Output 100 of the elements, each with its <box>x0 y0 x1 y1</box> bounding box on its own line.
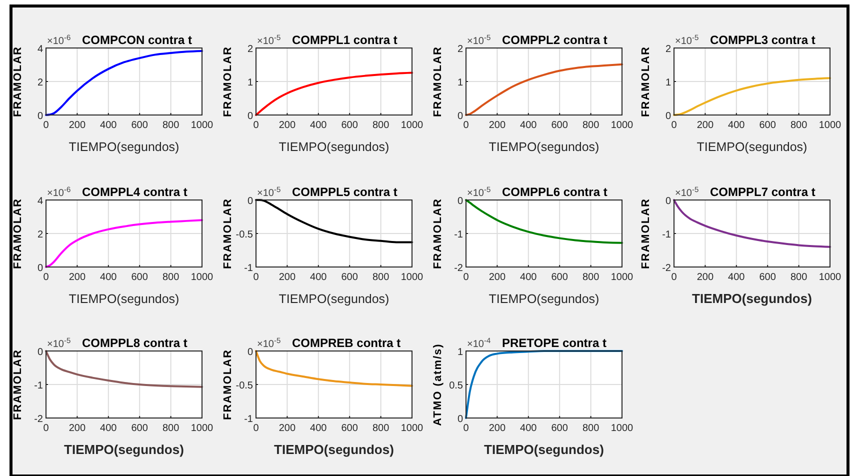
line-series <box>465 350 623 419</box>
y-tick-label: 0 <box>37 111 44 122</box>
y-axis-title: FRAMOLAR <box>222 198 234 269</box>
x-tick-label: 600 <box>131 120 148 131</box>
x-tick-label: 600 <box>551 120 568 131</box>
x-axis-title: TIEMPO(segundos) <box>68 292 180 306</box>
y-axis-title: FRAMOLAR <box>432 198 444 269</box>
text: ×10$^{-5}$ <box>257 184 281 199</box>
y-tick-label: -1 <box>34 380 44 392</box>
x-tick-label: 1000 <box>610 272 634 283</box>
x-tick-label: 800 <box>790 120 808 131</box>
x-tick-label: 200 <box>488 272 506 283</box>
y-tick-label: -1 <box>662 230 672 240</box>
x-axis-title: TIEMPO(segundos) <box>488 292 600 306</box>
text: ×10$^{-5}$ <box>257 336 281 350</box>
chart-title: COMPPL5 contra t <box>292 185 398 199</box>
x-tick-label: 400 <box>100 272 118 283</box>
y-tick-label: 0 <box>457 111 464 122</box>
y-tick-label: 0 <box>247 111 254 122</box>
x-tick-label: 600 <box>131 272 148 283</box>
line-series <box>255 350 413 387</box>
x-tick-label: 200 <box>488 120 506 131</box>
x-tick-label: 400 <box>520 120 538 131</box>
y-axis-title: FRAMOLAR <box>640 46 652 117</box>
x-tick-label: 600 <box>759 272 776 283</box>
x-tick-label: 600 <box>551 423 568 434</box>
y-axis-title: ATMO (atm/s) <box>432 343 444 426</box>
x-axis-title: TIEMPO(segundos) <box>696 140 808 154</box>
y-tick-label: -1 <box>454 230 464 240</box>
x-axis-title: TIEMPO(segundos) <box>488 140 600 154</box>
text: ×10$^{-6}$ <box>47 32 71 47</box>
y-tick-label: 0 <box>457 196 464 207</box>
x-tick-label: 600 <box>759 120 776 131</box>
line-series <box>45 50 203 116</box>
y-tick-label: 0 <box>665 111 672 122</box>
x-axis-title: TIEMPO(segundos) <box>278 140 390 154</box>
x-tick-label: 200 <box>278 272 296 283</box>
y-tick-label: -2 <box>662 263 672 274</box>
y-tick-label: -1 <box>244 414 254 425</box>
y-axis-title: FRAMOLAR <box>12 46 24 117</box>
chart-title: COMPPL2 contra t <box>502 33 608 47</box>
x-tick-label: 800 <box>162 423 180 434</box>
y-tick-label: 1 <box>457 347 464 358</box>
line-series <box>45 219 203 268</box>
y-tick-label: -1 <box>244 263 254 274</box>
x-tick-label: 1000 <box>400 272 424 283</box>
text: ×10$^{-5}$ <box>47 336 71 350</box>
line-series <box>673 77 831 116</box>
x-axis-title: TIEMPO(segundos) <box>484 442 604 457</box>
chart-title: COMPPL1 contra t <box>292 33 398 47</box>
x-tick-label: 1000 <box>610 120 634 131</box>
x-tick-label: 800 <box>582 423 600 434</box>
chart-title: COMPREB contra t <box>292 336 401 350</box>
chart-title: COMPPL4 contra t <box>82 185 188 199</box>
line-series <box>465 63 623 116</box>
x-axis-title: TIEMPO(segundos) <box>64 442 184 457</box>
x-tick-label: 1000 <box>190 272 214 283</box>
chart-title: COMPPL7 contra t <box>710 185 816 199</box>
y-axis-title: FRAMOLAR <box>432 46 444 117</box>
y-tick-label: 0 <box>37 263 44 274</box>
text: ×10$^{-4}$ <box>467 336 491 350</box>
y-tick-label: 2 <box>37 230 44 240</box>
x-tick-label: 1000 <box>818 120 842 131</box>
x-tick-label: 1000 <box>190 423 214 434</box>
x-tick-label: 600 <box>551 272 568 283</box>
text: ×10$^{-5}$ <box>675 32 699 47</box>
x-tick-label: 1000 <box>400 120 424 131</box>
x-tick-label: 200 <box>488 423 506 434</box>
line-series <box>255 72 413 116</box>
x-tick-label: 800 <box>372 272 390 283</box>
x-tick-label: 800 <box>372 120 390 131</box>
y-tick-label: -0.5 <box>236 230 254 240</box>
text: ×10$^{-5}$ <box>257 32 281 47</box>
x-tick-label: 400 <box>310 272 328 283</box>
y-tick-label: 2 <box>665 44 672 55</box>
x-tick-label: 200 <box>696 120 714 131</box>
y-axis-title: FRAMOLAR <box>222 46 234 117</box>
text: ×10$^{-5}$ <box>675 184 699 199</box>
y-tick-label: 0 <box>457 414 464 425</box>
x-tick-label: 800 <box>162 272 180 283</box>
x-tick-label: 800 <box>372 423 390 434</box>
y-tick-label: -2 <box>34 414 44 425</box>
x-tick-label: 800 <box>582 120 600 131</box>
x-tick-label: 400 <box>520 272 538 283</box>
y-tick-label: 0.5 <box>449 380 464 392</box>
y-tick-label: 0 <box>247 196 254 207</box>
y-tick-label: 1 <box>665 78 672 88</box>
x-tick-label: 800 <box>790 272 808 283</box>
y-tick-label: 4 <box>37 44 44 55</box>
y-tick-label: -0.5 <box>236 380 254 392</box>
x-tick-label: 1000 <box>190 120 214 131</box>
y-axis-title: FRAMOLAR <box>12 349 24 420</box>
y-tick-label: 1 <box>457 78 464 88</box>
x-axis-title: TIEMPO(segundos) <box>274 442 394 457</box>
x-tick-label: 200 <box>278 423 296 434</box>
x-tick-label: 200 <box>696 272 714 283</box>
x-axis-title: TIEMPO(segundos) <box>278 292 390 306</box>
x-tick-label: 600 <box>341 120 358 131</box>
text: ×10$^{-6}$ <box>47 184 71 199</box>
x-tick-label: 1000 <box>818 272 842 283</box>
